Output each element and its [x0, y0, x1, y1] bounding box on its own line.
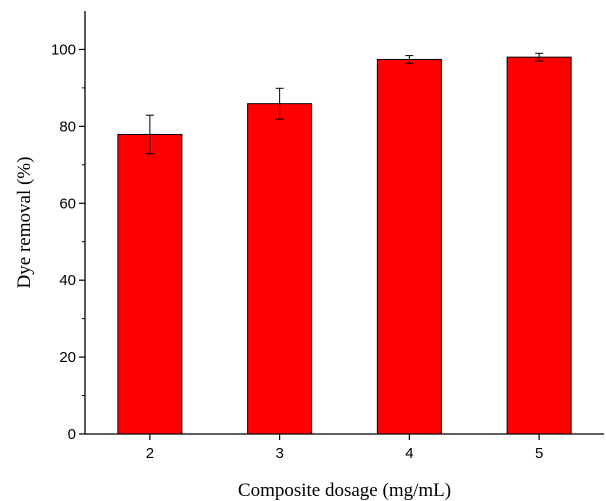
y-ticks-layer: 0 20 40 60 80 100 [51, 41, 85, 443]
x-axis-title: Composite dosage (mg/mL) [238, 480, 451, 501]
error-bars-layer [145, 52, 544, 155]
x-tick-label-5: 5 [535, 445, 543, 462]
error-bar-5 [535, 52, 544, 62]
y-axis-title: Dye removal (%) [14, 157, 35, 289]
x-ticks-layer: 2 3 4 5 [146, 434, 543, 462]
bars-layer [117, 56, 572, 435]
y-tick-label-20: 20 [59, 349, 76, 366]
error-bar-3 [275, 87, 284, 120]
y-tick-label-40: 40 [59, 272, 76, 289]
x-tick-label-4: 4 [405, 445, 413, 462]
y-tick-label-80: 80 [59, 118, 76, 135]
error-bar-4 [405, 55, 414, 64]
bar-2 [117, 133, 183, 435]
bar-4 [376, 58, 442, 435]
axes-layer [84, 11, 604, 435]
x-tick-label-3: 3 [275, 445, 283, 462]
bar-5 [506, 56, 572, 435]
x-tick-label-2: 2 [146, 445, 154, 462]
bar-3 [247, 103, 313, 435]
y-tick-label-60: 60 [59, 195, 76, 212]
y-tick-label-0: 0 [68, 426, 76, 443]
y-tick-label-100: 100 [51, 41, 76, 58]
error-bar-2 [145, 114, 154, 155]
